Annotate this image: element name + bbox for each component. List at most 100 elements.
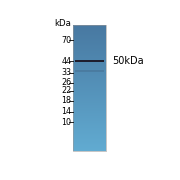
- Bar: [73, 52, 105, 53]
- Bar: [73, 71, 105, 72]
- Bar: [73, 67, 105, 68]
- Bar: [73, 33, 105, 34]
- Bar: [73, 103, 105, 104]
- Bar: [73, 96, 105, 97]
- Bar: [73, 94, 105, 95]
- Bar: [73, 38, 105, 39]
- Bar: [73, 58, 105, 59]
- Bar: [73, 123, 105, 124]
- Bar: [73, 77, 105, 78]
- Text: 33: 33: [61, 68, 71, 77]
- Text: kDa: kDa: [54, 19, 71, 28]
- Bar: [73, 150, 105, 151]
- Bar: [73, 108, 105, 109]
- Bar: [75, 70, 104, 72]
- Bar: [73, 112, 105, 113]
- Bar: [73, 140, 105, 141]
- Bar: [73, 41, 105, 42]
- Bar: [73, 99, 105, 100]
- Bar: [73, 49, 105, 50]
- Bar: [73, 79, 105, 80]
- Bar: [73, 45, 105, 46]
- Bar: [73, 100, 105, 101]
- Text: 18: 18: [61, 96, 71, 105]
- Bar: [73, 78, 105, 79]
- Bar: [73, 90, 105, 91]
- Bar: [73, 64, 105, 65]
- Bar: [73, 109, 105, 110]
- Bar: [73, 69, 105, 70]
- Text: 44: 44: [61, 57, 71, 66]
- Bar: [73, 88, 105, 89]
- Bar: [73, 89, 105, 90]
- Bar: [73, 136, 105, 137]
- Bar: [73, 84, 105, 85]
- Bar: [73, 134, 105, 135]
- Bar: [73, 32, 105, 33]
- Bar: [73, 70, 105, 71]
- Bar: [73, 145, 105, 146]
- Bar: [73, 44, 105, 45]
- Bar: [73, 66, 105, 67]
- Bar: [73, 29, 105, 30]
- Bar: [73, 28, 105, 29]
- Bar: [73, 138, 105, 139]
- Bar: [73, 102, 105, 103]
- Bar: [73, 31, 105, 32]
- Bar: [75, 60, 104, 62]
- Bar: [73, 107, 105, 108]
- Bar: [73, 92, 105, 93]
- Bar: [73, 149, 105, 150]
- Text: 70: 70: [61, 36, 71, 45]
- Bar: [73, 120, 105, 121]
- Bar: [73, 113, 105, 114]
- Bar: [73, 127, 105, 128]
- Bar: [73, 86, 105, 87]
- Bar: [73, 143, 105, 144]
- Bar: [73, 147, 105, 148]
- Bar: [73, 35, 105, 36]
- Bar: [73, 25, 105, 151]
- Bar: [73, 63, 105, 64]
- Bar: [73, 95, 105, 96]
- Bar: [73, 48, 105, 49]
- Bar: [73, 55, 105, 56]
- Bar: [73, 129, 105, 130]
- Bar: [73, 128, 105, 129]
- Bar: [73, 135, 105, 136]
- Bar: [73, 97, 105, 98]
- Bar: [73, 75, 105, 76]
- Bar: [73, 73, 105, 74]
- Bar: [73, 51, 105, 52]
- Bar: [73, 116, 105, 117]
- Bar: [73, 57, 105, 58]
- Bar: [73, 36, 105, 37]
- Text: 26: 26: [61, 78, 71, 87]
- Bar: [73, 42, 105, 43]
- Bar: [73, 27, 105, 28]
- Bar: [73, 61, 105, 62]
- Bar: [73, 34, 105, 35]
- Bar: [73, 122, 105, 123]
- Bar: [73, 80, 105, 81]
- Bar: [73, 106, 105, 107]
- Bar: [73, 47, 105, 48]
- Bar: [73, 131, 105, 132]
- Bar: [73, 118, 105, 119]
- Bar: [73, 148, 105, 149]
- Bar: [73, 87, 105, 88]
- Bar: [73, 53, 105, 54]
- Bar: [73, 146, 105, 147]
- Bar: [73, 62, 105, 63]
- Bar: [73, 105, 105, 106]
- Bar: [73, 141, 105, 142]
- Bar: [73, 30, 105, 31]
- Bar: [73, 133, 105, 134]
- Text: 10: 10: [61, 118, 71, 127]
- Bar: [73, 126, 105, 127]
- Bar: [73, 104, 105, 105]
- Bar: [73, 39, 105, 40]
- Bar: [73, 65, 105, 66]
- Bar: [73, 119, 105, 120]
- Bar: [73, 98, 105, 99]
